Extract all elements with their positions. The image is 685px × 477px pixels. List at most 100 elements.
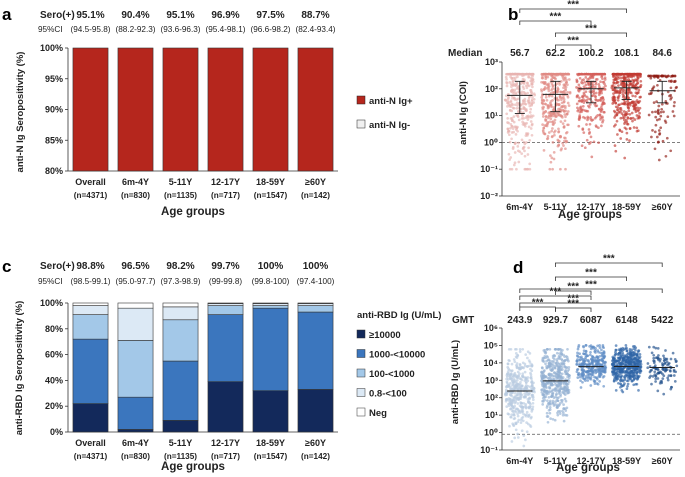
- data-point: [593, 375, 596, 379]
- data-point: [525, 167, 529, 171]
- data-point: [530, 104, 533, 107]
- significance-bracket: [519, 20, 592, 25]
- data-point: [618, 110, 622, 114]
- data-point: [667, 74, 670, 78]
- data-point: [562, 411, 565, 415]
- data-point: [581, 104, 585, 108]
- data-point: [580, 81, 583, 84]
- data-point: [516, 75, 519, 79]
- data-point: [577, 371, 581, 375]
- data-point: [540, 391, 544, 394]
- data-point: [662, 392, 666, 396]
- x-tick-n-6m-4y: (n=830): [121, 191, 150, 200]
- sero-value-60y: 100%: [303, 261, 329, 272]
- data-point: [542, 126, 546, 130]
- data-point: [621, 357, 625, 361]
- data-point: [520, 378, 524, 382]
- data-point: [628, 127, 632, 130]
- data-point: [593, 382, 597, 386]
- sero-value-18-59y: 97.5%: [256, 10, 284, 21]
- data-point: [625, 349, 629, 353]
- data-point: [517, 396, 521, 400]
- data-point: [560, 96, 564, 100]
- data-point: [555, 98, 559, 102]
- ci-row-label: 95%CI: [38, 25, 63, 34]
- legend-label-100-1000: 100-<1000: [369, 369, 415, 380]
- data-point: [576, 94, 580, 97]
- data-point: [544, 115, 548, 118]
- data-point: [560, 376, 564, 380]
- data-point: [578, 352, 581, 356]
- data-point: [551, 417, 555, 421]
- data-point: [566, 375, 569, 379]
- data-point: [506, 121, 509, 124]
- data-point: [548, 120, 552, 124]
- data-point: [646, 366, 650, 370]
- data-point: [614, 376, 618, 380]
- bar-6m-4y-0-8-100: [117, 307, 154, 341]
- data-point: [517, 72, 520, 76]
- data-point: [527, 406, 531, 410]
- data-point: [567, 104, 571, 107]
- data-point: [599, 358, 602, 362]
- data-point: [513, 371, 517, 375]
- data-point: [614, 149, 618, 153]
- data-point: [549, 103, 553, 107]
- data-point: [557, 370, 561, 374]
- data-point: [556, 138, 560, 142]
- data-point: [586, 78, 590, 81]
- data-point: [648, 92, 651, 96]
- data-point: [524, 383, 528, 387]
- panel-letter-d: d: [513, 258, 523, 277]
- data-point: [506, 131, 510, 134]
- data-point: [514, 91, 518, 95]
- panel-b-anti-n-scatter: Median 10⁻² 10⁻¹ 10⁰ 10¹ 10² 10³ 56.7 6m-4Y 62.2…: [448, 0, 680, 221]
- data-point: [611, 367, 615, 371]
- data-point: [601, 120, 604, 124]
- data-point: [513, 103, 517, 107]
- data-point: [522, 434, 526, 437]
- data-point: [548, 114, 551, 117]
- data-point: [619, 377, 623, 381]
- x-tick-label-60y: ≥60Y: [305, 177, 326, 187]
- data-point: [615, 119, 619, 123]
- data-point: [551, 127, 554, 130]
- x-tick-label-6m-4y: 6m-4Y: [122, 438, 149, 448]
- data-point: [614, 101, 618, 105]
- data-point: [580, 144, 584, 148]
- data-point: [562, 144, 565, 147]
- data-point: [600, 124, 603, 128]
- x-tick-label-overall: Overall: [75, 177, 106, 187]
- sero-value-5-11y: 95.1%: [166, 10, 194, 21]
- data-point: [638, 368, 642, 372]
- data-point: [635, 378, 639, 381]
- median-value-18-59y: 6148: [615, 315, 638, 326]
- data-point: [620, 112, 624, 115]
- data-point: [523, 386, 527, 390]
- significance-bracket: [555, 276, 627, 281]
- data-point: [559, 148, 563, 152]
- data-point: [555, 351, 559, 355]
- data-point: [528, 111, 532, 114]
- data-point: [654, 377, 658, 381]
- bar-overall-anti-n-ig: [72, 47, 109, 172]
- data-point: [511, 407, 514, 410]
- data-point: [656, 377, 660, 380]
- data-point: [511, 409, 514, 413]
- data-point: [616, 108, 620, 112]
- y-tick-label: 10⁶: [484, 323, 498, 333]
- data-point: [661, 377, 665, 380]
- bar-6m-4y-anti-n-ig: [117, 47, 154, 172]
- data-point: [632, 126, 636, 129]
- bar-18-59y-1000-10000: [252, 307, 289, 392]
- data-point: [520, 72, 524, 76]
- data-point: [512, 424, 516, 428]
- data-point: [529, 416, 533, 420]
- data-point: [528, 72, 532, 76]
- data-point: [598, 380, 601, 383]
- data-point: [543, 355, 547, 358]
- data-point: [529, 367, 532, 371]
- data-point: [586, 379, 590, 382]
- data-point: [547, 395, 551, 399]
- data-point: [628, 375, 632, 379]
